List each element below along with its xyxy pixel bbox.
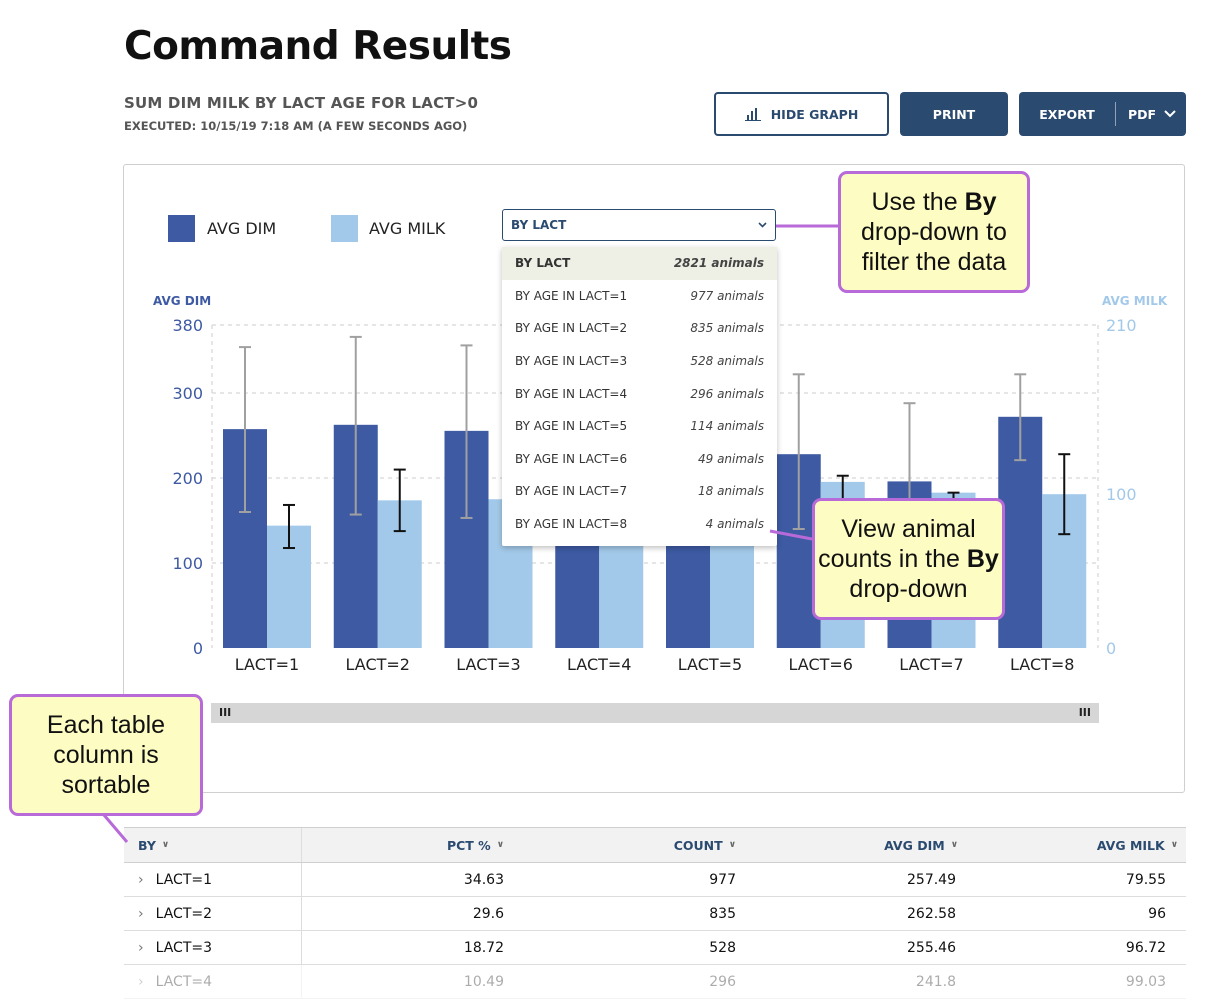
table-row[interactable]: › LACT=4 10.49 296 241.8 99.03	[124, 965, 1186, 999]
left-axis-tick-label: 200	[172, 469, 203, 488]
table-row[interactable]: › LACT=1 34.63 977 257.49 79.55	[124, 863, 1186, 897]
right-axis-tick-label: 210	[1106, 316, 1137, 335]
command-subtitle: SUM DIM MILK BY LACT AGE FOR LACT>0	[124, 94, 479, 112]
results-table: BY ∨ PCT % ∨ COUNT ∨ AVG DIM ∨ AVG MILK ∨ › LA…	[124, 827, 1186, 999]
x-axis-tick-label: LACT=1	[235, 655, 299, 674]
left-axis-tick-label: 300	[172, 384, 203, 403]
legend-swatch-avg-milk	[331, 215, 358, 242]
sort-avg-dim-column[interactable]: AVG DIM ∨	[884, 837, 958, 853]
by-option[interactable]: BY AGE IN LACT=1 977 animals	[502, 280, 777, 313]
table-row[interactable]: › LACT=2 29.6 835 262.58 96	[124, 897, 1186, 931]
by-option-label: BY AGE IN LACT=2	[515, 321, 628, 336]
by-option-count: 977 animals	[690, 288, 764, 303]
sort-avg-milk-column[interactable]: AVG MILK ∨	[1096, 837, 1178, 853]
table-row[interactable]: › LACT=3 18.72 528 255.46 96.72	[124, 931, 1186, 965]
by-option-count: 49 animals	[697, 451, 764, 466]
hide-graph-button[interactable]: HIDE GRAPH	[714, 92, 889, 136]
by-dropdown-menu: BY LACT 2821 animals BY AGE IN LACT=1 977 …	[502, 247, 777, 546]
by-option[interactable]: BY AGE IN LACT=4 296 animals	[502, 377, 777, 410]
export-label: EXPORT	[1039, 106, 1095, 122]
chevron-down-icon: ∨	[161, 840, 170, 850]
by-option-count: 835 animals	[690, 321, 764, 336]
executed-timestamp: EXECUTED: 10/15/19 7:18 AM (A FEW SECOND…	[124, 119, 468, 133]
by-option-count: 296 animals	[690, 386, 764, 401]
by-option-count: 4 animals	[705, 517, 764, 532]
chevron-down-icon	[758, 222, 767, 228]
page-title: Command Results	[124, 24, 512, 69]
x-axis-tick-label: LACT=5	[678, 655, 742, 674]
by-option-count: 114 animals	[690, 419, 764, 434]
scroll-handle-right[interactable]: III	[1078, 706, 1091, 719]
expand-chevron-icon[interactable]: ›	[138, 871, 144, 888]
chevron-down-icon: ∨	[1170, 840, 1178, 850]
chevron-down-icon[interactable]	[1164, 110, 1176, 118]
by-dropdown-value: BY LACT	[511, 218, 567, 232]
x-axis-tick-label: LACT=3	[456, 655, 520, 674]
right-axis-title: AVG MILK	[1102, 294, 1168, 308]
by-option[interactable]: BY AGE IN LACT=2 835 animals	[502, 312, 777, 345]
sort-by-column[interactable]: BY ∨	[124, 828, 302, 862]
export-button[interactable]: EXPORT PDF	[1019, 92, 1186, 136]
chevron-down-icon: ∨	[950, 840, 958, 850]
legend-label-avg-dim: AVG DIM	[207, 219, 277, 238]
by-option-label: BY AGE IN LACT=7	[515, 484, 628, 499]
x-axis-tick-label: LACT=4	[567, 655, 631, 674]
by-option-label: BY AGE IN LACT=1	[515, 288, 628, 303]
expand-chevron-icon[interactable]: ›	[138, 905, 144, 922]
callout-animal-counts: View animal counts in the By drop-down	[812, 498, 1005, 620]
chart-scrollbar[interactable]: III III	[211, 703, 1099, 723]
left-axis-tick-label: 0	[193, 639, 203, 658]
by-option[interactable]: BY LACT 2821 animals	[502, 247, 777, 280]
table-header: BY ∨ PCT % ∨ COUNT ∨ AVG DIM ∨ AVG MILK ∨	[124, 828, 1186, 863]
by-option[interactable]: BY AGE IN LACT=3 528 animals	[502, 345, 777, 378]
by-option-count: 2821 animals	[673, 256, 764, 271]
left-axis-tick-label: 100	[172, 554, 203, 573]
export-separator	[1115, 102, 1116, 126]
x-axis-tick-label: LACT=8	[1010, 655, 1074, 674]
by-option-label: BY AGE IN LACT=5	[515, 419, 628, 434]
by-option[interactable]: BY AGE IN LACT=8 4 animals	[502, 508, 777, 541]
x-axis-tick-label: LACT=2	[346, 655, 410, 674]
by-option-label: BY AGE IN LACT=3	[515, 354, 628, 369]
sort-pct-column[interactable]: PCT % ∨	[446, 837, 504, 853]
expand-chevron-icon[interactable]: ›	[138, 939, 144, 956]
by-option-label: BY AGE IN LACT=6	[515, 451, 628, 466]
callout-sortable: Each table column is sortable	[9, 694, 203, 816]
hide-graph-label: HIDE GRAPH	[770, 106, 859, 122]
x-axis-tick-label: LACT=7	[899, 655, 963, 674]
scroll-handle-left[interactable]: III	[219, 706, 232, 719]
by-option-label: BY AGE IN LACT=8	[515, 517, 628, 532]
by-option[interactable]: BY AGE IN LACT=7 18 animals	[502, 475, 777, 508]
expand-chevron-icon[interactable]: ›	[138, 973, 144, 990]
print-button[interactable]: PRINT	[900, 92, 1008, 136]
by-option-count: 528 animals	[690, 354, 764, 369]
by-option[interactable]: BY AGE IN LACT=6 49 animals	[502, 443, 777, 476]
right-axis-tick-label: 100	[1106, 485, 1137, 504]
chevron-down-icon: ∨	[728, 840, 736, 850]
by-dropdown[interactable]: BY LACT	[502, 209, 776, 241]
right-axis-tick-label: 0	[1106, 639, 1116, 658]
left-axis-tick-label: 380	[172, 316, 203, 335]
bar-chart-icon	[744, 108, 761, 121]
legend-swatch-avg-dim	[168, 215, 195, 242]
by-option-label: BY AGE IN LACT=4	[515, 386, 628, 401]
by-option-label: BY LACT	[515, 256, 571, 271]
export-format-select[interactable]: PDF	[1128, 106, 1157, 122]
by-option-count: 18 animals	[697, 484, 764, 499]
x-axis-tick-label: LACT=6	[789, 655, 853, 674]
by-option[interactable]: BY AGE IN LACT=5 114 animals	[502, 410, 777, 443]
chevron-down-icon: ∨	[496, 840, 504, 850]
legend-label-avg-milk: AVG MILK	[369, 219, 446, 238]
sort-count-column[interactable]: COUNT ∨	[673, 837, 736, 853]
left-axis-title: AVG DIM	[153, 294, 212, 308]
callout-by-dropdown: Use the By drop-down to filter the data	[838, 171, 1030, 293]
